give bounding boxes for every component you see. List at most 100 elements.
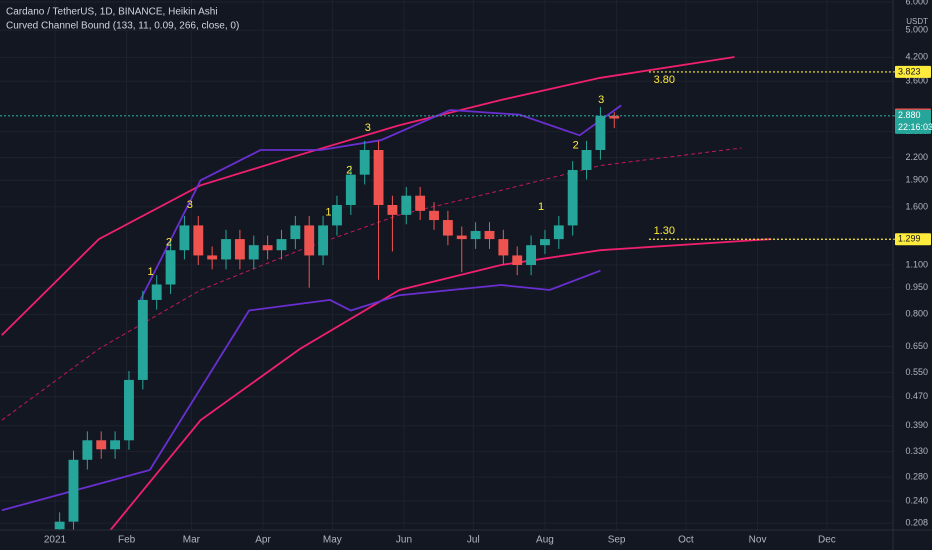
y-tick-label: 3.600 bbox=[905, 76, 928, 86]
annotation: 1 bbox=[538, 201, 544, 213]
candle-body bbox=[207, 255, 218, 260]
plot-area: 1 2 3 1 2 3 1 2 3 3.80 1.30 bbox=[0, 56, 893, 530]
candle-body bbox=[221, 239, 231, 260]
x-tick-label: Feb bbox=[118, 535, 136, 546]
annotation: 2 bbox=[573, 139, 579, 151]
chart-title: Cardano / TetherUS, 1D, BINANCE, Heikin … bbox=[6, 7, 218, 18]
candle-body bbox=[165, 250, 176, 285]
candle-body bbox=[470, 230, 481, 240]
candle-body bbox=[553, 225, 564, 240]
candle-body bbox=[526, 245, 537, 265]
candle-body bbox=[498, 239, 509, 256]
candle-body bbox=[332, 204, 342, 226]
grid bbox=[0, 0, 893, 530]
y-tick-label: 0.240 bbox=[905, 495, 928, 505]
y-tick-label: 0.650 bbox=[905, 341, 928, 351]
price-tag bbox=[895, 109, 931, 134]
annotation: 3 bbox=[365, 122, 371, 134]
y-tick-label: 5.000 bbox=[905, 25, 928, 35]
annotation: 3 bbox=[598, 94, 604, 106]
candle-body bbox=[442, 220, 453, 236]
y-tick-label: 0.550 bbox=[905, 367, 928, 377]
annotation: 1 bbox=[147, 266, 153, 278]
y-tick-label: 4.200 bbox=[905, 52, 928, 62]
x-tick-label: Mar bbox=[183, 535, 201, 546]
candle-body bbox=[318, 225, 329, 256]
countdown: 22:16:03 bbox=[898, 122, 932, 132]
x-tick-label: Jul bbox=[467, 535, 480, 546]
x-tick-label: Oct bbox=[678, 535, 694, 546]
annotation: 3.80 bbox=[654, 74, 675, 86]
candle-body bbox=[373, 149, 384, 205]
x-tick-label: 2021 bbox=[44, 535, 67, 546]
candle-body bbox=[82, 440, 93, 460]
y-tick-label: 0.280 bbox=[905, 471, 928, 481]
y-tick-label: 0.208 bbox=[905, 518, 928, 528]
candle-body bbox=[248, 245, 259, 260]
candle-body bbox=[151, 284, 162, 300]
candle-body bbox=[345, 174, 356, 205]
candle-body bbox=[193, 225, 204, 256]
y-tick-label: 0.800 bbox=[905, 309, 928, 319]
indicator-line bbox=[1, 269, 601, 512]
y-tick-label: 0.330 bbox=[905, 446, 928, 456]
y-tick-label: 1.600 bbox=[905, 201, 928, 211]
candle-body bbox=[567, 170, 578, 226]
price-tag-label: 2.880 bbox=[898, 110, 921, 120]
x-tick-label: Sep bbox=[608, 535, 626, 546]
annotation: 1 bbox=[325, 207, 331, 219]
candle-body bbox=[595, 115, 606, 150]
price-tag-label: 3.823 bbox=[898, 66, 921, 76]
candle-body bbox=[540, 239, 550, 246]
candle-body bbox=[304, 225, 315, 256]
axis-unit: USDT bbox=[906, 17, 928, 26]
indicator-line bbox=[109, 238, 772, 530]
x-tick-label: Apr bbox=[255, 535, 271, 546]
y-tick-label: 0.390 bbox=[905, 420, 928, 430]
candle-body bbox=[137, 299, 148, 380]
annotation: 3 bbox=[187, 199, 193, 211]
candle-body bbox=[512, 255, 523, 265]
x-tick-label: Dec bbox=[818, 535, 836, 546]
candle-body bbox=[387, 204, 398, 215]
candle-body bbox=[415, 195, 426, 211]
candle-body bbox=[581, 149, 592, 171]
y-tick-label: 1.900 bbox=[905, 175, 928, 185]
candle-body bbox=[54, 521, 65, 530]
candle-body bbox=[609, 115, 620, 119]
axes: 6.0005.0004.2003.6002.6002.2001.9001.600… bbox=[44, 0, 932, 546]
x-tick-label: May bbox=[323, 535, 342, 546]
candle-body bbox=[401, 195, 412, 215]
candle-body bbox=[429, 210, 439, 221]
price-tag bbox=[895, 233, 931, 246]
candle-body bbox=[234, 239, 245, 260]
indicator-line bbox=[1, 56, 735, 336]
y-tick-label: 6.000 bbox=[905, 0, 928, 6]
price-tag-label: 1.299 bbox=[898, 234, 921, 244]
candle-body bbox=[179, 225, 190, 251]
indicator-title: Curved Channel Bound (133, 11, 0.09, 266… bbox=[6, 21, 239, 32]
y-tick-label: 0.470 bbox=[905, 391, 928, 401]
candle-body bbox=[124, 379, 134, 441]
candle-body bbox=[484, 230, 495, 240]
candle-body bbox=[290, 225, 301, 240]
y-tick-label: 1.100 bbox=[905, 259, 928, 269]
annotation: 2 bbox=[166, 237, 172, 249]
candle-body bbox=[276, 239, 287, 251]
x-tick-label: Jun bbox=[396, 535, 412, 546]
candle-body bbox=[456, 235, 467, 240]
candle-body bbox=[359, 149, 370, 175]
x-tick-label: Nov bbox=[749, 535, 767, 546]
annotation: 1.30 bbox=[654, 225, 675, 237]
candle-body bbox=[262, 245, 273, 251]
y-tick-label: 0.950 bbox=[905, 282, 928, 292]
y-tick-label: 2.200 bbox=[905, 152, 928, 162]
indicator-line bbox=[139, 104, 622, 301]
candle-body bbox=[96, 440, 107, 450]
annotation: 2 bbox=[346, 165, 352, 177]
x-tick-label: Aug bbox=[536, 535, 554, 546]
candle-body bbox=[110, 440, 121, 450]
price-tag bbox=[895, 65, 931, 78]
